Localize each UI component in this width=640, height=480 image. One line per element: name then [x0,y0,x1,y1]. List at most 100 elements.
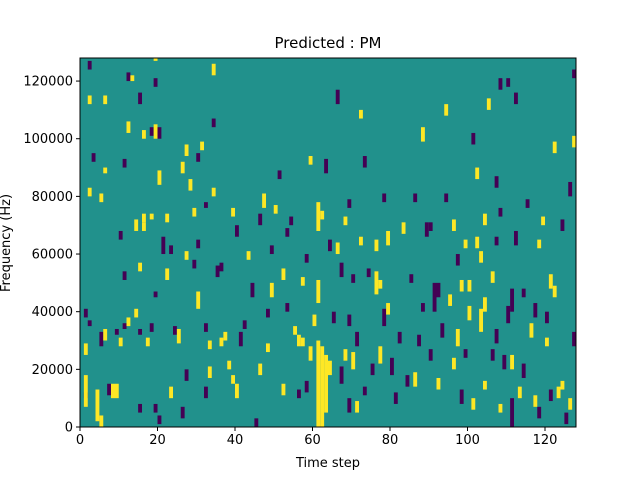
heatmap-cell-low [204,202,208,208]
heatmap-cell-high [401,222,406,234]
heatmap-cell-low [99,331,104,347]
heatmap-cell-high [103,95,108,105]
heatmap-cell-low [266,308,270,318]
heatmap-cell-low [196,239,201,249]
heatmap-cell-high [490,271,495,283]
heatmap-cell-low [153,291,158,298]
heatmap-cell-low [328,239,332,252]
heatmap-cell-low [533,303,538,318]
heatmap-cell-low [180,406,185,419]
heatmap-cell-low [149,127,154,136]
heatmap-cell-high [463,239,468,249]
heatmap-cell-low [122,323,127,329]
heatmap-cell-low [405,375,410,387]
heatmap-cell-low [324,158,329,174]
heatmap-cell-high [300,337,305,347]
heatmap-cell-low [498,78,503,90]
heatmap-cell-low [258,213,263,226]
heatmap-cell-low [494,236,499,246]
heatmap-cell-high [281,383,286,396]
heatmap-cell-low [455,254,460,266]
heatmap-cell-low [362,156,367,168]
heatmap-cell-high [176,328,181,344]
heatmap-cell-low [204,386,208,399]
heatmap-cell-low [537,406,542,419]
heatmap-cell-high [184,251,189,260]
heatmap-cell-high [351,352,356,370]
y-tick-label: 0 [65,421,73,436]
heatmap-cell-high [111,383,119,399]
heatmap-cell-high [200,141,205,151]
heatmap-cell-high [223,331,228,341]
heatmap-cell-low [463,349,468,358]
heatmap-cell-low [107,383,112,396]
heatmap-cell-high [211,63,216,76]
heatmap-cell-high [103,167,108,174]
heatmap-cell-high [149,213,154,220]
heatmap-cell-low [568,181,573,197]
heatmap-cell-low [242,320,247,329]
heatmap-cell-low [289,216,294,226]
heatmap-cell-low [572,331,577,347]
heatmap-cell-high [312,314,317,327]
heatmap-cells [83,58,577,427]
heatmap-cell-high [142,213,146,223]
heatmap-cell-low [413,193,418,203]
heatmap-cell-high [246,251,251,260]
heatmap-cell-low [521,363,526,378]
heatmap-cell-low [215,265,220,278]
heatmap-cell-low [347,314,352,327]
heatmap-cell-low [560,219,565,231]
heatmap-cell-low [277,170,282,180]
plot-area [79,57,577,428]
heatmap-cell-high [142,130,146,139]
heatmap-cell-high [118,337,123,347]
heatmap-cell-high [328,360,332,376]
heatmap-cell-high [556,386,561,399]
heatmap-cell-low [572,69,577,79]
x-tick-label: 120 [533,433,558,448]
heatmap-cell-low [521,288,526,298]
x-axis-title: Time step [295,456,360,471]
heatmap-cell-low [138,403,143,413]
heatmap-cell-high [184,144,189,157]
heatmap-cell-low [424,222,429,237]
heatmap-cell-high [483,213,487,226]
heatmap-cell-low [514,92,518,105]
heatmap-cell-low [238,331,243,347]
heatmap-cell-low [304,254,309,263]
heatmap-cell-high [126,121,131,133]
heatmap-cell-low [126,72,131,82]
heatmap-cell-high [486,98,491,110]
heatmap-cell-high [99,193,104,203]
heatmap-cell-low [417,334,422,347]
heatmap-cell-low [494,176,499,188]
heatmap-cell-low [169,245,174,255]
heatmap-cell-low [118,230,123,240]
heatmap-cell-high [196,291,201,309]
heatmap-cell-low [285,303,290,312]
heatmap-cell-low [122,271,127,280]
x-tick-label: 80 [382,433,399,448]
heatmap-cell-low [196,153,201,162]
heatmap-cell-high [343,216,348,226]
heatmap-cell-high [262,193,267,208]
heatmap-cell-high [413,372,418,387]
heatmap-cell-high [320,210,325,220]
heatmap-cell-high [231,375,236,384]
heatmap-cell-high [355,401,360,413]
heatmap-cell-low [339,262,344,278]
heatmap-cell-low [382,308,387,327]
heatmap-cell-low [440,323,445,338]
heatmap-cell-high [560,380,565,390]
heatmap-cell-low [87,320,92,327]
heatmap-cell-high [467,279,472,292]
heatmap-cell-high [165,213,170,223]
heatmap-cell-low [459,389,464,404]
heatmap-cell-low [173,326,177,335]
heatmap-cell-high [483,297,487,312]
heatmap-cell-high [378,346,383,364]
x-tick-label: 0 [76,433,84,448]
heatmap-cell-low [157,127,162,139]
heatmap-cell-low [370,363,375,376]
